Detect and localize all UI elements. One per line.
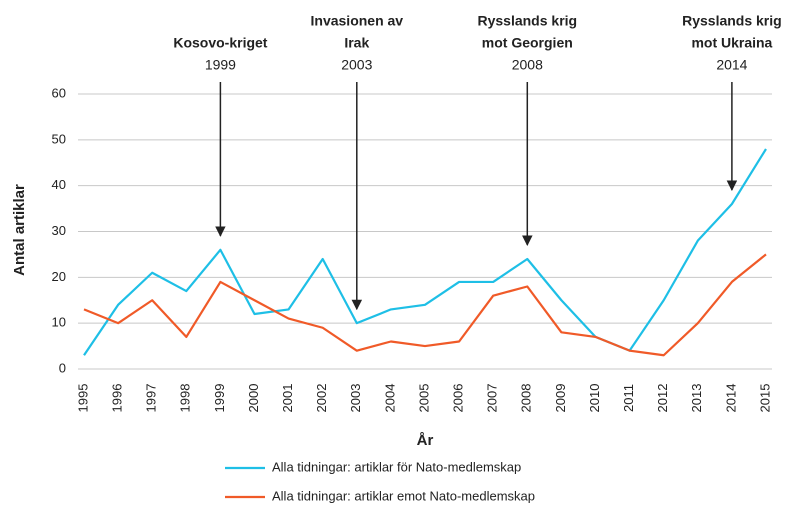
x-tick-label: 2001: [280, 384, 295, 413]
x-tick-label: 2015: [757, 384, 772, 413]
annotation-title: Rysslands krig: [682, 13, 782, 29]
y-tick-label: 0: [59, 360, 66, 375]
x-tick-label: 2003: [348, 384, 363, 413]
annotation-title: Rysslands krig: [477, 13, 577, 29]
x-tick-label: 2004: [382, 384, 397, 413]
y-tick-label: 30: [52, 223, 66, 238]
line-series: [83, 148, 767, 356]
legend-label: Alla tidningar: artiklar emot Nato-medle…: [272, 488, 535, 503]
x-tick-label: 2011: [621, 384, 636, 412]
y-tick-label: 40: [52, 177, 66, 192]
x-tick-label: 2006: [451, 384, 466, 413]
annotation-year: 2008: [512, 57, 543, 73]
annotation-title: mot Georgien: [482, 35, 573, 51]
x-tick-label: 2009: [553, 384, 568, 413]
x-tick-label: 1996: [110, 384, 125, 413]
x-axis-label: År: [417, 432, 434, 449]
x-tick-label: 2000: [246, 384, 261, 413]
annotation-title: mot Ukraina: [691, 35, 772, 51]
y-tick-label: 10: [52, 315, 66, 330]
legend-label: Alla tidningar: artiklar för Nato-medlem…: [272, 459, 521, 474]
annotation-title: Kosovo-kriget: [173, 35, 267, 51]
x-tick-label: 1998: [178, 384, 193, 413]
x-tick-label: 2005: [416, 384, 431, 413]
x-tick-label: 2008: [519, 384, 534, 413]
x-tick-label: 2012: [655, 384, 670, 413]
x-tick-label: 2014: [723, 384, 738, 413]
x-tick-label: 1999: [212, 384, 227, 413]
annotation-title: Invasionen av: [311, 13, 404, 29]
x-tick-label: 1995: [75, 384, 90, 413]
annotation-year: 2014: [716, 57, 747, 73]
y-axis-label: Antal artiklar: [11, 184, 28, 276]
annotation-year: 1999: [205, 57, 236, 73]
x-tick-label: 2002: [314, 384, 329, 413]
y-tick-label: 20: [52, 269, 66, 284]
x-tick-label: 2013: [689, 384, 704, 413]
x-tick-label: 1997: [144, 384, 159, 413]
y-tick-label: 60: [52, 85, 66, 100]
y-tick-label: 50: [52, 131, 66, 146]
x-tick-label: 2010: [587, 384, 602, 413]
annotation-year: 2003: [341, 57, 372, 73]
annotation-title: Irak: [344, 35, 369, 51]
x-tick-label: 2007: [485, 384, 500, 413]
line-series: [83, 253, 767, 357]
